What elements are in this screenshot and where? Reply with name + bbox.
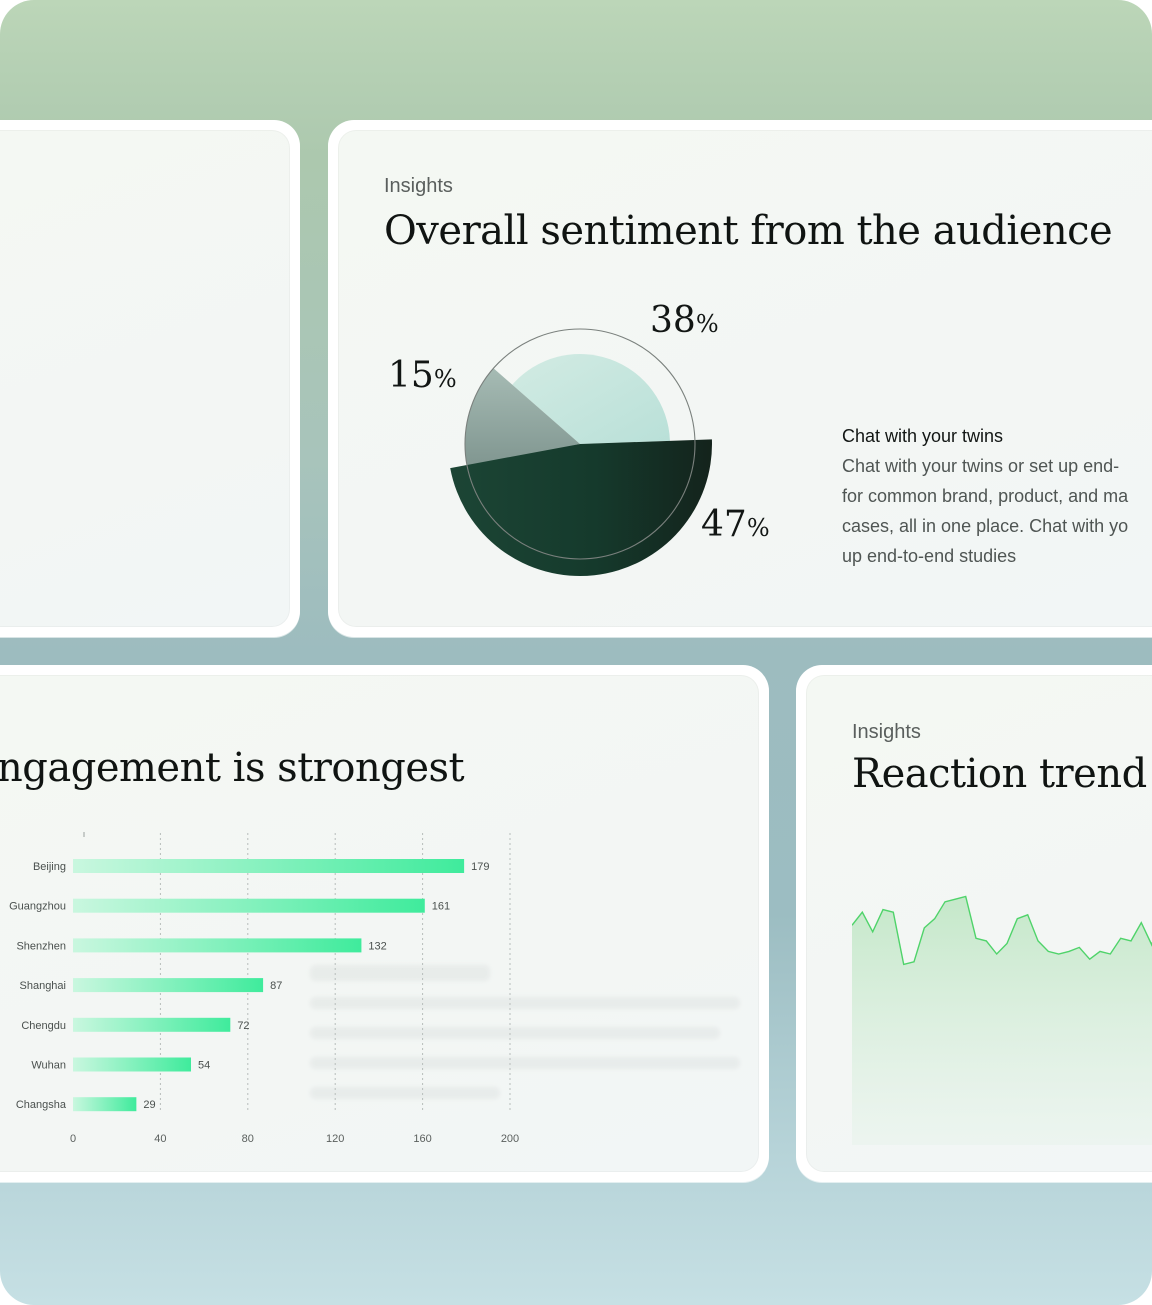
trend-area-fill (852, 896, 1152, 1145)
category-label: Wuhan (31, 1060, 66, 1072)
x-tick-label: 0 (70, 1133, 76, 1145)
pie-label-38-unit: % (695, 310, 719, 338)
bar (73, 1057, 191, 1072)
bar (73, 938, 362, 953)
blurred-text-line (310, 1087, 500, 1099)
blurred-text-line (310, 1027, 720, 1039)
pie-label-47-unit: % (746, 514, 770, 542)
blank-card-body (0, 130, 290, 627)
engagement-title: ngagement is strongest (0, 745, 465, 791)
pie-label-15-unit: % (433, 365, 457, 393)
description-body: Chat with your twins or set up end- for … (842, 456, 1129, 566)
category-label: Changsha (16, 1099, 67, 1111)
pie-label-15-value: 15 (388, 355, 434, 396)
engagement-card: ngagement is strongest 179 161 132 87 72 54 29… (0, 665, 769, 1182)
category-label: Shanghai (20, 980, 67, 992)
sentiment-eyebrow: Insights (384, 175, 453, 197)
sentiment-pie-chart (450, 328, 712, 577)
blurred-text-line (310, 965, 490, 981)
category-label: Shenzhen (16, 940, 66, 952)
pie-outline-ring (464, 328, 696, 560)
city-bar-chart: 179 161 132 87 72 54 29 0 40 80 120 160 200 Beijing G… (9, 832, 519, 1145)
bar-value-label: 72 (237, 1020, 249, 1032)
bar (73, 898, 425, 913)
blurred-text-line (310, 997, 740, 1009)
bar (73, 978, 264, 993)
trend-card: Insights Reaction trend du (796, 665, 1152, 1182)
pie-slice-47 (450, 439, 712, 577)
pie-label-38: 38% (650, 300, 719, 341)
pie-slice-38 (512, 354, 670, 444)
x-tick-label: 200 (501, 1133, 519, 1145)
bar (73, 859, 465, 873)
x-tick-label: 40 (154, 1133, 166, 1145)
trend-title: Reaction trend du (852, 751, 1152, 797)
bar (73, 1097, 137, 1112)
pie-label-38-value: 38 (650, 300, 696, 341)
bar-value-label: 87 (270, 980, 282, 992)
bar-value-label: 29 (143, 1099, 155, 1111)
reaction-trend-chart (852, 895, 1152, 1145)
bar (73, 1017, 231, 1032)
blurred-text-line (310, 1057, 740, 1069)
trend-eyebrow: Insights (852, 721, 921, 743)
pie-label-47-value: 47 (701, 504, 747, 545)
blank-card (0, 120, 300, 637)
category-label: Guangzhou (9, 901, 66, 913)
x-tick-label: 160 (413, 1133, 431, 1145)
sentiment-title: Overall sentiment from the audience (384, 208, 1113, 254)
pie-label-15: 15% (388, 355, 457, 396)
sentiment-card-body: Insights Overall sentiment from the audi… (338, 130, 1152, 627)
bar-value-label: 161 (432, 901, 450, 913)
x-tick-label: 80 (242, 1133, 254, 1145)
sentiment-card: Insights Overall sentiment from the audi… (328, 120, 1152, 637)
pie-slice-15 (465, 368, 580, 470)
trend-card-body: Insights Reaction trend du (806, 675, 1152, 1172)
engagement-card-body: ngagement is strongest 179 161 132 87 72 54 29… (0, 675, 759, 1172)
trend-line (852, 895, 1152, 966)
bar-value-label: 132 (368, 940, 386, 952)
x-tick-label: 120 (326, 1133, 344, 1145)
category-label: Beijing (33, 861, 66, 873)
category-label: Chengdu (21, 1020, 66, 1032)
bar-value-label: 179 (471, 861, 489, 873)
pie-label-47: 47% (701, 504, 770, 545)
description-title: Chat with your twins (842, 426, 1004, 446)
bar-value-label: 54 (198, 1060, 210, 1072)
